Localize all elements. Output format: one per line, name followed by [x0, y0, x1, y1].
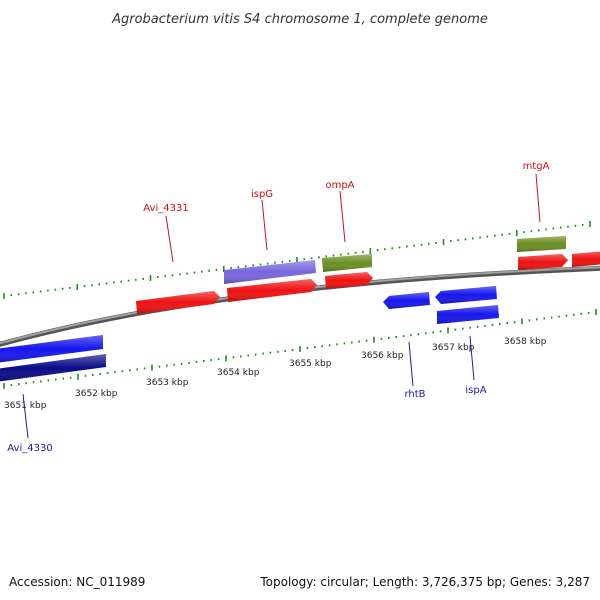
- tick-label: 3651 kbp: [4, 401, 47, 411]
- feature-ompa[interactable]: [322, 254, 373, 289]
- outer-tick-row: [3, 221, 591, 299]
- inner-tick-row: [3, 309, 597, 389]
- gene-label-mtga[interactable]: mtgA: [523, 161, 550, 172]
- tick-label: 3656 kbp: [361, 351, 404, 361]
- feature-ispa[interactable]: [435, 286, 499, 324]
- feature-ispg[interactable]: [224, 260, 317, 302]
- chromosome-backbone: [0, 265, 600, 347]
- feature-avi-4330[interactable]: [0, 335, 106, 382]
- tick-label: 3655 kbp: [289, 359, 332, 369]
- gene-label-ispa[interactable]: ispA: [465, 385, 486, 396]
- gene-label-avi-4331[interactable]: Avi_4331: [143, 203, 188, 214]
- features: [0, 236, 600, 382]
- feature-mtga[interactable]: [517, 236, 600, 270]
- gene-label-avi-4330[interactable]: Avi_4330: [7, 443, 52, 454]
- scale-labels: 3651 kbp 3652 kbp 3653 kbp 3654 kbp 3655…: [4, 337, 547, 411]
- gene-label-ompa[interactable]: ompA: [325, 180, 354, 191]
- feature-rhtb[interactable]: [383, 292, 430, 309]
- tick-label: 3652 kbp: [75, 389, 118, 399]
- accession-text: Accession: NC_011989: [9, 575, 145, 589]
- label-leaders: [22, 173, 541, 439]
- gene-labels: Avi_4330 Avi_4331 ispG ompA mtgA rhtB is…: [7, 161, 549, 454]
- genome-summary-text: Topology: circular; Length: 3,726,375 bp…: [259, 575, 590, 589]
- tick-label: 3658 kbp: [504, 337, 547, 347]
- feature-avi-4331[interactable]: [136, 291, 220, 314]
- tick-label: 3657 kbp: [432, 343, 475, 353]
- map-title: Agrobacterium vitis S4 chromosome 1, com…: [111, 12, 488, 27]
- tick-label: 3653 kbp: [146, 378, 189, 388]
- gene-label-ispg[interactable]: ispG: [251, 189, 273, 200]
- tick-label: 3654 kbp: [217, 368, 260, 378]
- gene-label-rhtb[interactable]: rhtB: [404, 389, 425, 400]
